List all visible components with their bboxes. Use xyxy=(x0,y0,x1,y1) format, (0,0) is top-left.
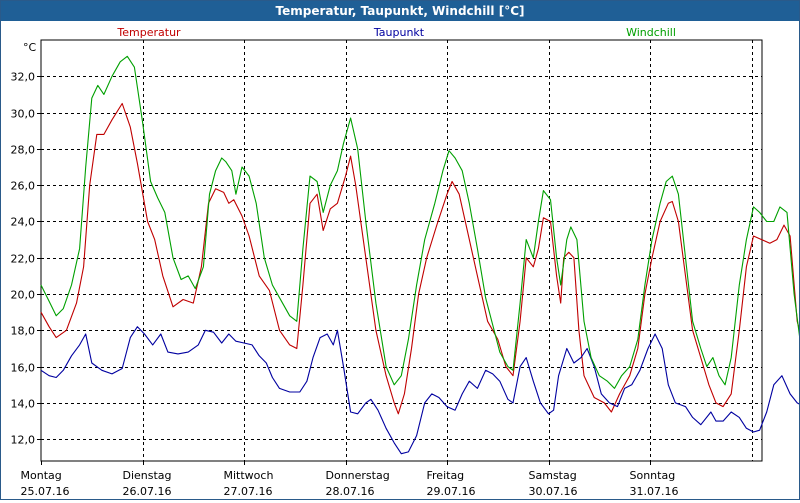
y-tick-label: 26,0 xyxy=(11,180,36,193)
y-tick-label: 12,0 xyxy=(11,434,36,447)
x-tick-date-label: 30.07.16 xyxy=(529,485,578,498)
series-line-taupunkt xyxy=(40,326,800,455)
y-tick-label: 20,0 xyxy=(11,289,36,302)
x-tick-day-label: Mittwoch xyxy=(224,469,274,482)
y-tick-label: 14,0 xyxy=(11,398,36,411)
y-tick-label: 30,0 xyxy=(11,108,36,121)
x-tick-date-label: 29.07.16 xyxy=(427,485,476,498)
y-tick-label: 22,0 xyxy=(11,253,36,266)
x-tick-date-label: 27.07.16 xyxy=(224,485,273,498)
x-tick-day-label: Dienstag xyxy=(123,469,172,482)
legend-taupunkt: Taupunkt xyxy=(373,26,425,39)
x-tick-day-label: Freitag xyxy=(427,469,465,482)
legend-windchill: Windchill xyxy=(626,26,676,39)
y-tick-label: 18,0 xyxy=(11,325,36,338)
window-title: Temperatur, Taupunkt, Windchill [°C] xyxy=(1,1,799,21)
y-tick-label: 16,0 xyxy=(11,362,36,375)
x-tick-date-label: 31.07.16 xyxy=(630,485,679,498)
x-tick-date-label: 26.07.16 xyxy=(123,485,172,498)
x-tick-day-label: Donnerstag xyxy=(326,469,390,482)
y-tick-label: 32,0 xyxy=(11,71,36,84)
x-tick-date-label: 25.07.16 xyxy=(21,485,70,498)
legend-temperatur: Temperatur xyxy=(116,26,181,39)
series-line-temperatur xyxy=(40,102,800,415)
series-line-windchill xyxy=(40,55,800,389)
plot-frame xyxy=(40,39,763,462)
y-tick-label: 24,0 xyxy=(11,216,36,229)
chart-frame: 12,0 14,0 16,0 18,0 20,0 22,0 24,0 26,0 28,0 30,0… xyxy=(1,21,800,499)
x-tick-date-label: 28.07.16 xyxy=(326,485,375,498)
y-tick-label: 28,0 xyxy=(11,144,36,157)
line-chart: 12,0 14,0 16,0 18,0 20,0 22,0 24,0 26,0 28,0 30,0… xyxy=(11,26,800,498)
x-tick-day-label: Montag xyxy=(21,469,62,482)
x-tick-day-label: Sonntag xyxy=(630,469,676,482)
x-tick-day-label: Samstag xyxy=(529,469,577,482)
y-axis-label: °C xyxy=(23,41,37,54)
